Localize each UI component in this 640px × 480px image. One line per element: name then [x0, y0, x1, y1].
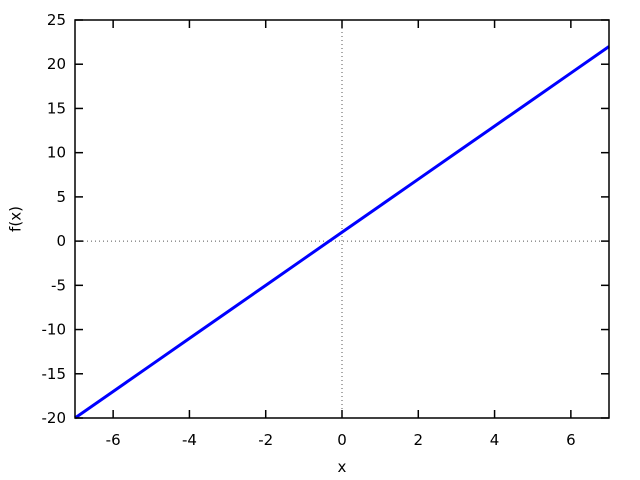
y-tick-label: 5	[56, 188, 66, 206]
y-tick-label: 25	[47, 11, 66, 29]
y-tick-label: 10	[47, 144, 66, 162]
y-tick-label: -5	[51, 276, 66, 294]
x-tick-label: 6	[566, 431, 576, 449]
x-tick-label: 4	[490, 431, 500, 449]
y-tick-label: -15	[42, 365, 67, 383]
y-tick-label: -10	[42, 321, 67, 339]
x-axis-title: x	[337, 458, 347, 476]
data-line	[74, 45, 610, 420]
y-tick-label: 0	[56, 232, 66, 250]
x-tick-label: -2	[258, 431, 273, 449]
y-tick-label: 20	[47, 55, 66, 73]
plot-border	[74, 19, 610, 419]
y-tick-label: 15	[47, 99, 66, 117]
x-tick-label: 0	[337, 431, 347, 449]
x-tick-label: 2	[414, 431, 424, 449]
x-tick-label: -6	[106, 431, 121, 449]
y-axis-title: f(x)	[6, 206, 25, 232]
y-tick-label: -20	[42, 409, 67, 427]
x-tick-label: -4	[182, 431, 197, 449]
